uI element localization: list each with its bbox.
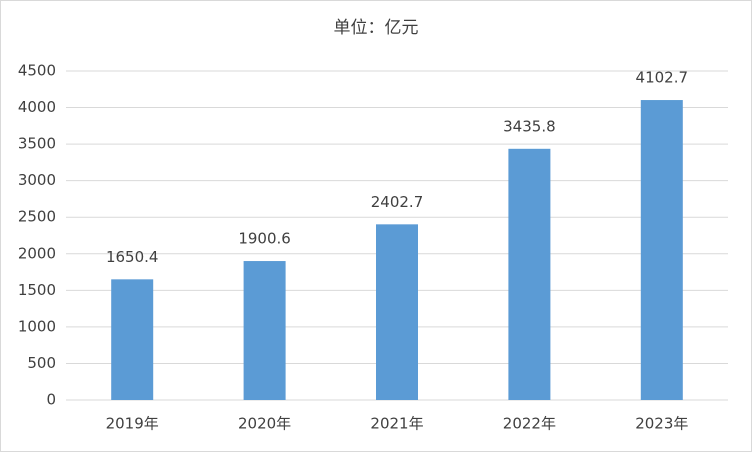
x-tick-label: 2020年 bbox=[238, 415, 291, 433]
y-tick-label: 500 bbox=[27, 354, 56, 372]
y-tick-label: 2500 bbox=[18, 208, 56, 226]
y-tick-label: 0 bbox=[46, 391, 56, 409]
bar bbox=[376, 224, 418, 400]
x-tick-label: 2023年 bbox=[635, 415, 688, 433]
y-tick-label: 3500 bbox=[18, 135, 56, 153]
y-tick-label: 1000 bbox=[18, 317, 56, 335]
value-label: 4102.7 bbox=[636, 69, 689, 87]
y-tick-label: 3000 bbox=[18, 171, 56, 189]
chart-title: 单位：亿元 bbox=[334, 18, 419, 38]
bar bbox=[243, 261, 286, 400]
value-label: 3435.8 bbox=[503, 117, 556, 135]
x-tick-label: 2021年 bbox=[370, 415, 423, 433]
x-tick-label: 2019年 bbox=[106, 415, 159, 433]
bar bbox=[508, 148, 551, 400]
value-label: 1650.4 bbox=[106, 248, 159, 266]
y-tick-label: 4500 bbox=[18, 62, 56, 80]
value-label: 1900.6 bbox=[238, 230, 291, 248]
y-tick-label: 1500 bbox=[18, 281, 56, 299]
value-label: 2402.7 bbox=[371, 193, 424, 211]
bar bbox=[640, 100, 683, 400]
y-tick-label: 4000 bbox=[18, 98, 56, 116]
bar bbox=[111, 279, 154, 400]
y-tick-label: 2000 bbox=[18, 244, 56, 262]
x-tick-label: 2022年 bbox=[503, 415, 556, 433]
